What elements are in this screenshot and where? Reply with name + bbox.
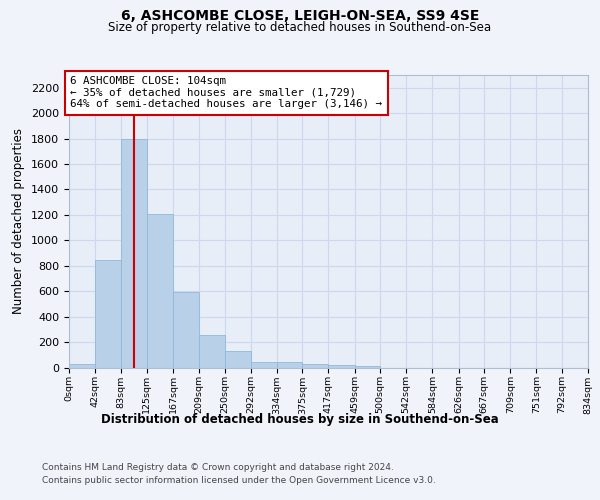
Text: Distribution of detached houses by size in Southend-on-Sea: Distribution of detached houses by size … <box>101 412 499 426</box>
Text: 6 ASHCOMBE CLOSE: 104sqm
← 35% of detached houses are smaller (1,729)
64% of sem: 6 ASHCOMBE CLOSE: 104sqm ← 35% of detach… <box>70 76 382 110</box>
Bar <box>147 214 173 368</box>
Text: Contains HM Land Registry data © Crown copyright and database right 2024.: Contains HM Land Registry data © Crown c… <box>42 462 394 471</box>
Bar <box>355 366 380 368</box>
Bar <box>121 138 147 368</box>
Y-axis label: Number of detached properties: Number of detached properties <box>13 128 25 314</box>
Bar <box>251 362 277 368</box>
Text: 6, ASHCOMBE CLOSE, LEIGH-ON-SEA, SS9 4SE: 6, ASHCOMBE CLOSE, LEIGH-ON-SEA, SS9 4SE <box>121 9 479 23</box>
Bar <box>95 260 121 368</box>
Bar <box>277 362 302 368</box>
Bar <box>69 364 95 368</box>
Bar <box>329 365 355 368</box>
Bar <box>199 335 224 368</box>
Text: Size of property relative to detached houses in Southend-on-Sea: Size of property relative to detached ho… <box>109 21 491 34</box>
Bar <box>224 351 251 368</box>
Text: Contains public sector information licensed under the Open Government Licence v3: Contains public sector information licen… <box>42 476 436 485</box>
Bar <box>173 292 199 368</box>
Bar <box>302 364 329 368</box>
